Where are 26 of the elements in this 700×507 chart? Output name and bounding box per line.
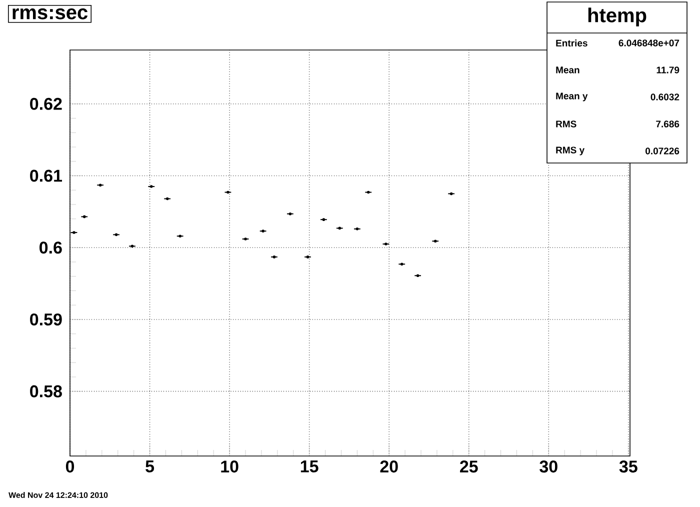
y-tick-label: 0.62 bbox=[30, 98, 62, 110]
text: 0.6032 bbox=[650, 94, 680, 100]
annotation: Mean y bbox=[556, 92, 588, 102]
text: Entries bbox=[556, 40, 588, 46]
text: 7.686 bbox=[656, 120, 680, 128]
x-tick-label: 15 bbox=[300, 460, 318, 472]
text: 11.79 bbox=[656, 66, 680, 74]
annotation: Mean bbox=[556, 66, 580, 74]
x-tick-label: 10 bbox=[221, 460, 238, 473]
x-tick-label: 30 bbox=[540, 460, 558, 473]
text: 6.046848e+07 bbox=[618, 40, 680, 46]
y-tick-label: 0.61 bbox=[30, 170, 62, 182]
x-tick-label: 0 bbox=[66, 460, 74, 473]
text: 0.07226 bbox=[646, 148, 680, 154]
annotation: RMS y bbox=[556, 146, 585, 156]
chart-subtitle: htemp bbox=[588, 8, 646, 26]
x-tick-label: 20 bbox=[380, 460, 398, 473]
x-tick-label: 5 bbox=[146, 460, 154, 472]
annotation: RMS bbox=[556, 120, 576, 128]
text: Wed Nov 24 12:24:10 2010 bbox=[8, 492, 108, 498]
x-tick-label: 35 bbox=[619, 460, 638, 473]
x-tick-label: 25 bbox=[460, 460, 478, 473]
y-tick-label: 0.6 bbox=[40, 242, 62, 254]
chart-title: rms:sec bbox=[12, 8, 88, 20]
y-tick-label: 0.59 bbox=[30, 313, 62, 326]
y-tick-label: 0.58 bbox=[30, 385, 62, 398]
